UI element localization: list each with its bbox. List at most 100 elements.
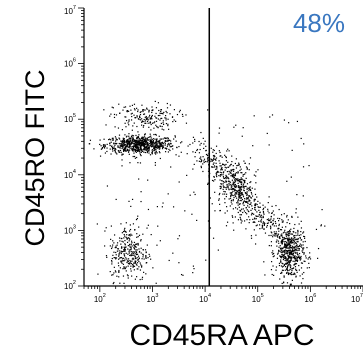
event-point	[292, 239, 294, 241]
event-point	[305, 257, 307, 259]
event-point	[146, 149, 148, 151]
y-tick-label: 103	[64, 224, 76, 235]
event-point	[295, 232, 297, 234]
event-point	[240, 197, 242, 199]
event-point	[219, 192, 221, 195]
event-point	[126, 139, 128, 141]
event-point	[118, 253, 120, 255]
event-point	[106, 256, 108, 258]
event-point	[231, 175, 234, 177]
event-point	[159, 142, 162, 144]
event-point	[245, 228, 247, 230]
event-point	[128, 143, 130, 145]
event-point	[281, 247, 283, 249]
event-point	[284, 229, 286, 231]
event-point	[134, 150, 136, 153]
event-point	[124, 122, 126, 124]
event-point	[286, 250, 288, 252]
event-point	[240, 183, 242, 186]
event-point	[132, 135, 135, 137]
event-point	[262, 207, 265, 210]
event-point	[263, 223, 266, 226]
event-point	[210, 147, 212, 149]
event-point	[104, 230, 106, 232]
event-point	[293, 235, 295, 237]
event-point	[129, 140, 131, 142]
event-point	[210, 158, 212, 160]
event-point	[218, 160, 220, 162]
event-point	[287, 240, 289, 242]
event-point	[227, 166, 230, 168]
event-point	[144, 133, 146, 136]
event-point	[240, 178, 242, 181]
event-point	[154, 146, 156, 148]
event-point	[233, 185, 235, 187]
event-point	[236, 190, 238, 193]
event-point	[239, 187, 241, 189]
event-point	[302, 232, 304, 234]
event-point	[130, 262, 132, 265]
event-point	[229, 205, 231, 207]
event-point	[147, 208, 150, 211]
event-point	[97, 273, 99, 275]
event-point	[205, 259, 207, 261]
event-point	[290, 176, 292, 178]
event-point	[139, 119, 141, 121]
event-point	[128, 240, 130, 242]
event-point	[231, 194, 233, 196]
event-point	[295, 276, 297, 278]
event-point	[170, 140, 172, 142]
event-point	[302, 241, 304, 243]
event-point	[158, 142, 160, 144]
event-point	[118, 254, 120, 256]
event-point	[279, 247, 282, 249]
event-point	[148, 149, 150, 151]
event-point	[285, 245, 287, 247]
event-point	[235, 192, 237, 194]
event-point	[222, 188, 224, 190]
event-point	[279, 229, 282, 231]
event-point	[282, 258, 285, 261]
event-point	[268, 212, 270, 214]
event-point	[155, 144, 157, 146]
event-point	[124, 246, 127, 248]
event-point	[289, 283, 292, 285]
event-point	[132, 142, 134, 144]
event-point	[137, 131, 139, 133]
event-point	[220, 185, 222, 188]
event-point	[161, 146, 164, 148]
event-point	[150, 137, 152, 139]
event-point	[165, 117, 167, 119]
event-point	[283, 236, 285, 239]
event-point	[200, 156, 202, 158]
event-point	[272, 234, 274, 236]
event-point	[263, 261, 265, 263]
event-point	[112, 139, 114, 141]
event-point	[119, 147, 121, 149]
event-point	[240, 214, 243, 216]
event-point	[129, 144, 132, 146]
event-point	[241, 178, 243, 180]
event-point	[250, 189, 252, 192]
event-point	[249, 219, 251, 221]
event-point	[212, 151, 214, 153]
event-point	[225, 163, 227, 166]
event-point	[230, 183, 232, 186]
event-point	[104, 245, 106, 247]
event-point	[115, 246, 117, 249]
event-point	[230, 199, 233, 201]
event-point	[278, 224, 280, 227]
event-point	[121, 258, 124, 260]
event-point	[289, 242, 291, 244]
event-point	[164, 115, 167, 117]
event-point	[126, 135, 128, 137]
event-point	[222, 172, 225, 174]
event-point	[273, 218, 275, 220]
event-point	[184, 210, 186, 212]
event-point	[124, 150, 126, 152]
event-point	[168, 259, 170, 262]
event-point	[145, 273, 147, 275]
event-point	[254, 218, 256, 220]
event-point	[246, 209, 248, 211]
